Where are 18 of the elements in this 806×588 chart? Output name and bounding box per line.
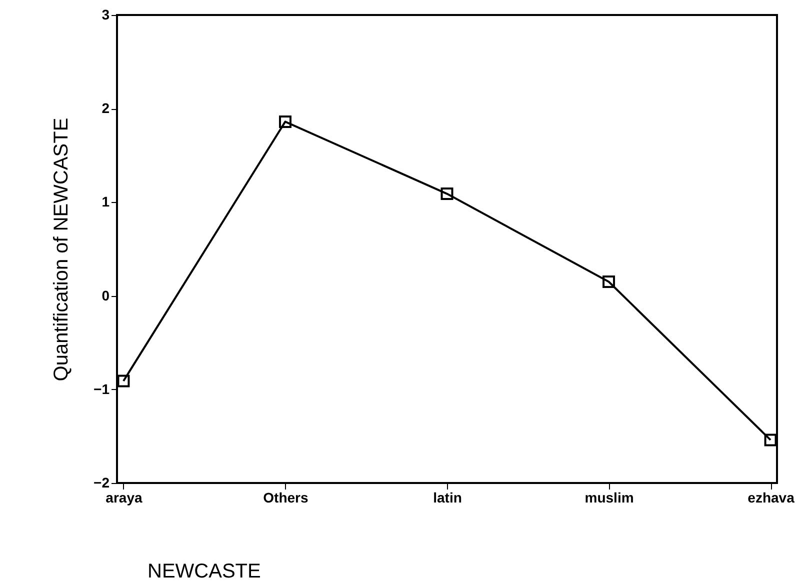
point: [764, 434, 777, 446]
x-tick-label: latin: [433, 490, 462, 506]
x-tick-label: Others: [263, 490, 309, 506]
y-tick-label: −2: [94, 474, 110, 490]
y-axis-title: Quantification of NEWCASTE: [50, 118, 73, 382]
point: [117, 374, 130, 388]
y-tick-label: 1: [102, 194, 110, 210]
y-tick-label: 3: [102, 6, 110, 22]
point: [440, 188, 454, 200]
x-tick-label: araya: [106, 490, 142, 506]
y-tick-label: 2: [102, 100, 110, 116]
x-tick-label: muslim: [584, 490, 634, 506]
point: [278, 115, 292, 128]
x-tick-label: ezhava: [748, 490, 795, 506]
y-tick-label: 0: [102, 287, 110, 304]
x-axis-title: NEWCASTE: [148, 560, 261, 582]
point: [602, 276, 616, 288]
y-tick-label: −1: [94, 380, 110, 397]
